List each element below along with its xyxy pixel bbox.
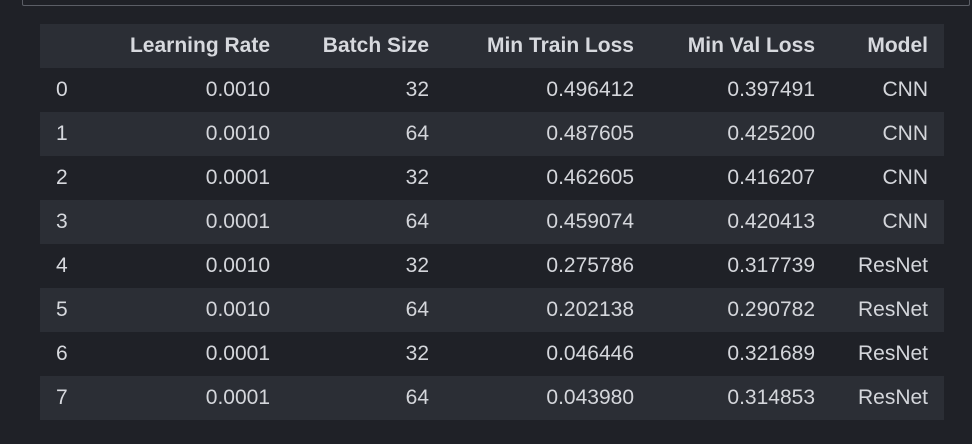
column-header-learning-rate: Learning Rate: [129, 34, 270, 57]
model-cell: CNN: [882, 166, 929, 189]
min-train-loss-cell: 0.462605: [546, 166, 634, 189]
row-index: 2: [56, 166, 68, 189]
batch-size-cell: 32: [405, 166, 429, 189]
learning-rate-cell: 0.0010: [205, 254, 270, 277]
batch-size-cell: 64: [405, 122, 429, 145]
batch-size-cell: 32: [405, 342, 429, 365]
min-val-loss-cell: 0.317739: [727, 254, 815, 277]
table-row: 7 0.0001 64 0.043980 0.314853 ResNet: [40, 376, 944, 420]
learning-rate-cell: 0.0001: [205, 166, 270, 189]
min-train-loss-cell: 0.202138: [546, 298, 634, 321]
min-train-loss-cell: 0.487605: [546, 122, 634, 145]
column-header-model: Model: [867, 34, 928, 57]
learning-rate-cell: 0.0010: [205, 122, 270, 145]
min-val-loss-cell: 0.290782: [727, 298, 815, 321]
table-header-row: Learning Rate Batch Size Min Train Loss …: [40, 24, 944, 68]
model-cell: ResNet: [857, 254, 928, 277]
column-header-min-train-loss: Min Train Loss: [486, 34, 634, 57]
row-index: 7: [56, 386, 68, 409]
table-row: 2 0.0001 32 0.462605 0.416207 CNN: [40, 156, 944, 200]
model-cell: CNN: [882, 210, 929, 233]
learning-rate-cell: 0.0001: [205, 342, 270, 365]
column-header-min-val-loss: Min Val Loss: [687, 34, 815, 57]
table-row: 6 0.0001 32 0.046446 0.321689 ResNet: [40, 332, 944, 376]
batch-size-cell: 32: [405, 78, 429, 101]
min-val-loss-cell: 0.425200: [727, 122, 815, 145]
table-row: 0 0.0010 32 0.496412 0.397491 CNN: [40, 68, 944, 112]
batch-size-cell: 64: [405, 210, 429, 233]
learning-rate-cell: 0.0010: [205, 298, 270, 321]
row-index: 0: [56, 78, 68, 101]
row-index: 3: [56, 210, 68, 233]
model-cell: ResNet: [857, 342, 928, 365]
learning-rate-cell: 0.0001: [205, 210, 270, 233]
table-row: 4 0.0010 32 0.275786 0.317739 ResNet: [40, 244, 944, 288]
row-index: 1: [56, 122, 68, 145]
min-val-loss-cell: 0.321689: [727, 342, 815, 365]
min-val-loss-cell: 0.416207: [727, 166, 815, 189]
row-index: 4: [56, 254, 68, 277]
min-val-loss-cell: 0.314853: [727, 386, 815, 409]
batch-size-cell: 32: [405, 254, 429, 277]
model-cell: ResNet: [857, 298, 928, 321]
min-train-loss-cell: 0.275786: [546, 254, 634, 277]
index-header: [40, 24, 88, 68]
min-val-loss-cell: 0.420413: [727, 210, 815, 233]
min-train-loss-cell: 0.459074: [546, 210, 634, 233]
dataframe-table: Learning Rate Batch Size Min Train Loss …: [40, 24, 944, 420]
batch-size-cell: 64: [405, 298, 429, 321]
row-index: 5: [56, 298, 68, 321]
min-train-loss-cell: 0.043980: [546, 386, 634, 409]
min-train-loss-cell: 0.046446: [546, 342, 634, 365]
model-cell: CNN: [882, 122, 929, 145]
learning-rate-cell: 0.0010: [205, 78, 270, 101]
batch-size-cell: 64: [405, 386, 429, 409]
min-train-loss-cell: 0.496412: [546, 78, 634, 101]
column-header-batch-size: Batch Size: [322, 34, 429, 57]
model-cell: ResNet: [857, 386, 928, 409]
table-row: 3 0.0001 64 0.459074 0.420413 CNN: [40, 200, 944, 244]
row-index: 6: [56, 342, 68, 365]
previous-cell-frame: [22, 0, 970, 6]
table-row: 5 0.0010 64 0.202138 0.290782 ResNet: [40, 288, 944, 332]
learning-rate-cell: 0.0001: [205, 386, 270, 409]
min-val-loss-cell: 0.397491: [727, 78, 815, 101]
table-row: 1 0.0010 64 0.487605 0.425200 CNN: [40, 112, 944, 156]
model-cell: CNN: [882, 78, 929, 101]
